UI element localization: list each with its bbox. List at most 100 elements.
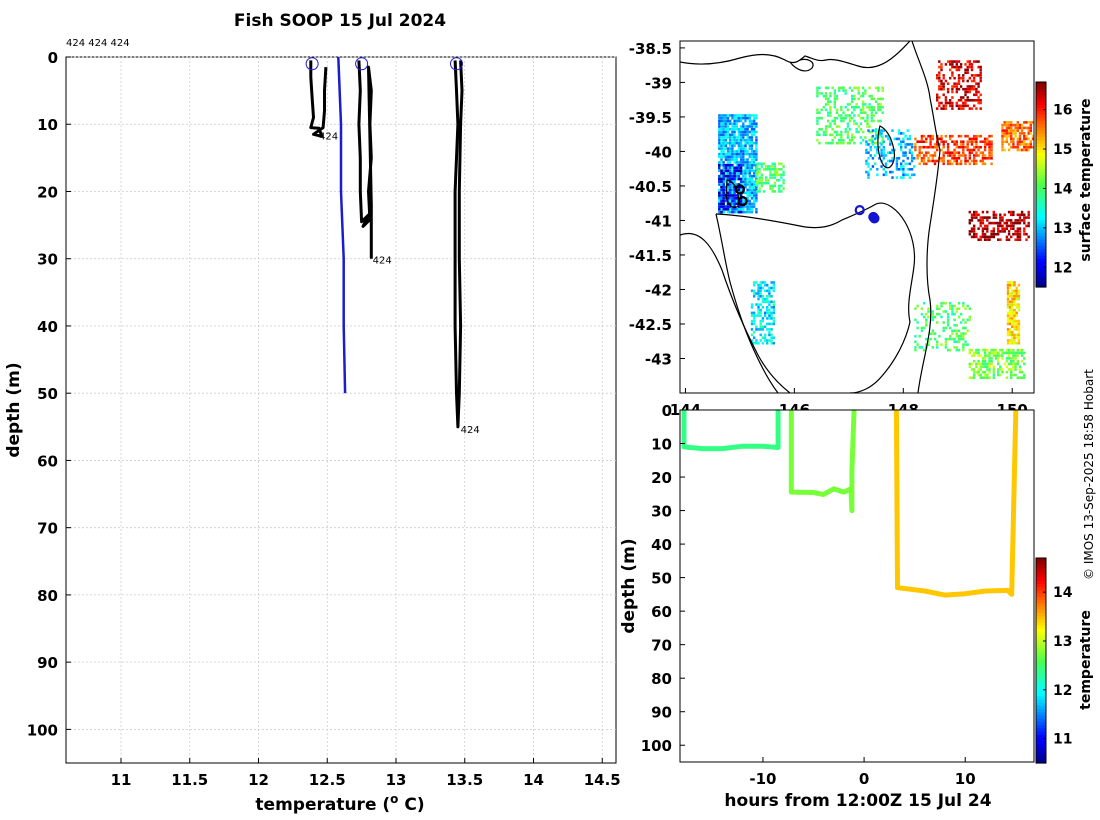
timeseries-track: [681, 409, 781, 452]
sst-pixel: [742, 210, 745, 214]
sst-pixel: [973, 216, 976, 219]
sst-pixel: [746, 130, 749, 134]
sst-pixel: [975, 90, 978, 94]
sst-pixel: [773, 170, 777, 174]
sst-pixel: [770, 295, 773, 298]
sst-pixel: [726, 114, 730, 117]
sst-pixel: [775, 179, 779, 182]
sst-pixel: [853, 108, 856, 112]
sst-pixel: [759, 325, 762, 328]
sst-pixel: [835, 97, 839, 101]
sst-pixel: [959, 159, 963, 163]
sst-pixel: [938, 307, 941, 310]
sst-pixel: [759, 322, 762, 326]
sst-pixel: [994, 232, 998, 236]
sst-pixel: [906, 129, 909, 132]
sst-pixel: [964, 321, 967, 324]
sst-pixel: [979, 93, 982, 97]
sst-pixel: [870, 97, 873, 101]
sst-pixel: [983, 137, 987, 141]
sst-pixel: [769, 173, 772, 177]
sst-pixel: [918, 162, 921, 166]
sst-pixel: [884, 162, 888, 166]
sst-pixel: [884, 154, 888, 157]
sst-pixel: [755, 325, 758, 328]
sst-pixel: [897, 137, 901, 141]
sst-pixel: [955, 87, 958, 91]
sst-pixel: [997, 238, 1000, 241]
sst-pixel: [955, 90, 958, 94]
sst-pixel: [942, 162, 945, 166]
sst-pixel: [970, 362, 974, 366]
sst-pixel: [773, 184, 777, 188]
sst-pixel: [865, 170, 868, 174]
sst-pixel: [755, 166, 758, 170]
sst-pixel: [750, 155, 754, 159]
sst-pixel: [748, 174, 751, 178]
sst-pixel: [726, 177, 730, 181]
sst-pixel: [920, 346, 924, 349]
sst-pixel: [977, 362, 980, 366]
sst-pixel: [837, 133, 841, 137]
sst-pixel: [1006, 314, 1010, 317]
sst-pixel: [957, 340, 961, 344]
sst-pixel: [724, 174, 728, 178]
sst-pixel: [951, 96, 954, 99]
temp-colorbar-segment: [1036, 567, 1046, 572]
sst-pixel: [731, 116, 734, 120]
sst-pixel: [857, 130, 860, 134]
sst-pixel: [1023, 126, 1026, 130]
sst-pixel: [722, 191, 725, 195]
sst-pixel: [816, 130, 819, 134]
sst-pixel: [768, 292, 771, 295]
temp-colorbar-segment: [1036, 721, 1046, 726]
sst-pixel: [720, 116, 723, 120]
sst-pixel: [929, 332, 932, 335]
sst-pixel: [1013, 319, 1016, 323]
sst-pixel: [880, 154, 883, 157]
y-tick-label: 30: [37, 251, 58, 269]
sst-pixel: [737, 141, 741, 145]
sst-pixel: [910, 145, 914, 149]
sst-pixel: [1016, 219, 1019, 222]
sst-pixel: [1013, 333, 1016, 337]
sst-pixel: [722, 163, 725, 167]
sst-pixel: [988, 359, 991, 363]
sst-pixel: [1006, 303, 1010, 306]
sst-pixel: [944, 107, 948, 110]
sst-pixel: [973, 368, 976, 371]
sst-pixel: [1017, 289, 1021, 293]
sst-pixel: [1011, 333, 1014, 337]
sst-pixel: [822, 94, 826, 98]
sst-pixel: [771, 187, 774, 190]
sst-pixel: [889, 159, 892, 163]
sst-pixel: [927, 159, 930, 163]
sst-pixel: [1027, 137, 1030, 141]
sst-pixel: [722, 119, 725, 123]
sst-pixel: [973, 373, 976, 377]
sst-pixel: [759, 295, 762, 298]
sst-pixel: [724, 119, 728, 123]
sst-pixel: [833, 136, 836, 139]
sst-pixel: [1001, 129, 1004, 132]
sst-pixel: [877, 103, 880, 106]
sst-pixel: [1018, 140, 1022, 143]
sst-pixel: [859, 128, 863, 131]
sst-pixel: [951, 71, 954, 74]
sst-pixel: [733, 128, 736, 131]
sst-pixel: [742, 152, 745, 156]
sst-pixel: [726, 130, 730, 134]
sst-pixel: [986, 354, 989, 357]
sst-pixel: [724, 163, 728, 167]
sst-pixel: [929, 143, 932, 146]
sst-pixel: [718, 147, 721, 150]
sst-pixel: [729, 144, 732, 148]
sst-pixel: [1006, 341, 1010, 345]
sst-pixel: [831, 128, 834, 131]
sst-pixel: [855, 103, 858, 106]
sst-pixel: [868, 86, 871, 90]
sst-pixel: [750, 314, 754, 317]
sst-pixel: [744, 185, 747, 189]
sst-pixel: [918, 335, 921, 338]
sst-pixel: [867, 170, 870, 174]
